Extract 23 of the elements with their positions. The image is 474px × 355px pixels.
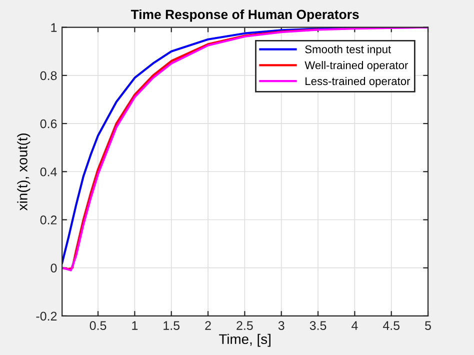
y-tick-label: 0.6 (40, 119, 57, 128)
x-tick-label: 4.5 (382, 321, 400, 330)
x-tick-label: 3.5 (310, 321, 326, 330)
y-tick-label: 0.4 (40, 167, 57, 176)
x-tick-label: 2.5 (236, 321, 253, 330)
legend-label: Well-trained operator (304, 61, 408, 72)
y-tick-label: -0.2 (36, 312, 57, 321)
y-tick-label: 0 (50, 264, 57, 272)
legend-label: Smooth test input (305, 45, 392, 56)
x-axis-title: Time, [s] (219, 334, 270, 347)
x-tick-label: 0.5 (90, 321, 106, 330)
x-tick-label: 4 (352, 321, 358, 330)
x-tick-label: 1.5 (164, 321, 180, 330)
y-axis-title: xin(t), xout(t) (17, 134, 30, 210)
x-tick-label: 5 (425, 321, 431, 330)
y-tick-label: 0.2 (40, 216, 57, 224)
legend-label: Less-trained operator (306, 76, 410, 88)
x-tick-label: 3 (278, 321, 284, 330)
y-tick-label: 1 (51, 23, 57, 32)
chart-title: Time Response of Human Operators (130, 9, 359, 22)
x-tick-label: 1 (132, 321, 138, 330)
y-tick-label: 0.8 (40, 71, 57, 80)
x-tick-label: 2 (205, 321, 211, 330)
